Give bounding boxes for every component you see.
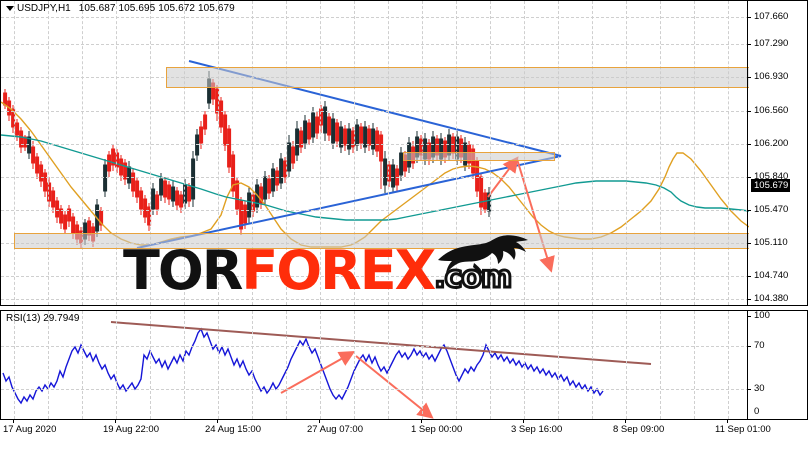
rsi-label: RSI(13) 29.7949 bbox=[6, 313, 80, 324]
rsi-header: RSI(13) 29.7949 bbox=[6, 313, 79, 324]
gridline-vertical bbox=[694, 1, 695, 305]
rsi-tick: 0 bbox=[754, 406, 760, 417]
forecast-arrow-up bbox=[487, 156, 519, 198]
price-tick: 105.470 bbox=[754, 204, 789, 215]
gridline-horizontal bbox=[1, 210, 749, 211]
apex-zone bbox=[403, 152, 555, 161]
gridline-vertical bbox=[388, 1, 389, 305]
gridline-vertical bbox=[184, 1, 185, 305]
price-tick: 105.110 bbox=[754, 237, 788, 248]
gridline-vertical bbox=[354, 1, 355, 305]
gridline-vertical bbox=[116, 1, 117, 305]
time-label: 8 Sep 09:00 bbox=[613, 424, 665, 435]
time-label: 27 Aug 07:00 bbox=[307, 424, 363, 435]
ohlc-values: 105.687 105.695 105.672 105.679 bbox=[78, 3, 235, 14]
gridline-vertical bbox=[82, 1, 83, 305]
time-axis: 17 Aug 2020 19 Aug 22:00 24 Aug 15:00 27… bbox=[0, 420, 808, 458]
symbol-label: USDJPY,H1 bbox=[17, 3, 71, 14]
gridline-horizontal bbox=[1, 144, 749, 145]
gridline-horizontal bbox=[1, 177, 749, 178]
time-label: 17 Aug 2020 bbox=[3, 424, 57, 435]
rsi-tick: 100 bbox=[754, 310, 770, 321]
gridline-horizontal bbox=[1, 17, 749, 18]
gridline-vertical bbox=[660, 1, 661, 305]
price-tick: 106.930 bbox=[754, 71, 789, 82]
rsi-forecast-arrow-down bbox=[355, 355, 434, 419]
time-label: 3 Sep 16:00 bbox=[511, 424, 563, 435]
time-label: 11 Sep 01:00 bbox=[715, 424, 771, 435]
rsi-level-70 bbox=[1, 346, 749, 347]
gridline-horizontal bbox=[1, 111, 749, 112]
gridline-vertical bbox=[626, 1, 627, 305]
gridline-vertical bbox=[150, 1, 151, 305]
rsi-plot-area: RSI(13) 29.7949 bbox=[1, 311, 749, 419]
rsi-forecast-arrows bbox=[280, 351, 434, 419]
rsi-tick: 70 bbox=[754, 340, 765, 351]
forecast-arrow-down bbox=[516, 158, 555, 273]
rsi-level-30 bbox=[1, 389, 749, 390]
gridline-vertical bbox=[48, 1, 49, 305]
rsi-trendline bbox=[110, 321, 652, 365]
supply-zone-upper bbox=[166, 67, 749, 88]
price-tick: 105.840 bbox=[754, 171, 789, 182]
price-panel: TORFOREX .com 107.660 107.290 106.930 10… bbox=[0, 0, 808, 306]
chart-header: USDJPY,H1 105.687 105.695 105.672 105.679 bbox=[6, 3, 235, 14]
gridline-vertical bbox=[218, 1, 219, 305]
price-tick: 104.740 bbox=[754, 270, 789, 281]
forecast-arrows bbox=[487, 156, 555, 273]
price-tick: 104.380 bbox=[754, 293, 789, 304]
gridline-horizontal bbox=[1, 276, 749, 277]
chevron-down-icon[interactable] bbox=[6, 5, 14, 11]
current-price-badge: 105.679 bbox=[751, 179, 791, 192]
gridline-vertical bbox=[558, 1, 559, 305]
gridline-horizontal bbox=[1, 44, 749, 45]
price-tick: 106.200 bbox=[754, 138, 789, 149]
price-tick: 107.660 bbox=[754, 11, 789, 22]
time-label: 19 Aug 22:00 bbox=[103, 424, 159, 435]
gridline-vertical bbox=[592, 1, 593, 305]
gridline-vertical bbox=[728, 1, 729, 305]
rsi-forecast-arrow-up bbox=[280, 351, 356, 394]
rsi-line bbox=[2, 327, 604, 405]
gridline-vertical bbox=[320, 1, 321, 305]
price-tick: 106.560 bbox=[754, 105, 789, 116]
rsi-panel: RSI(13) 29.7949 100 70 30 0 bbox=[0, 310, 808, 420]
ma-fast-line bbox=[1, 101, 749, 248]
time-label: 1 Sep 00:00 bbox=[411, 424, 463, 435]
price-plot-area: TORFOREX .com bbox=[1, 1, 749, 305]
rsi-axis: 100 70 30 0 bbox=[747, 311, 807, 419]
price-tick: 107.290 bbox=[754, 38, 789, 49]
rsi-tick: 30 bbox=[754, 383, 765, 394]
price-series-svg bbox=[1, 60, 749, 273]
gridline-vertical bbox=[286, 1, 287, 305]
time-label: 24 Aug 15:00 bbox=[205, 424, 261, 435]
gridline-vertical bbox=[252, 1, 253, 305]
rsi-series-svg bbox=[2, 321, 652, 419]
demand-zone-lower bbox=[14, 233, 749, 249]
gridline-vertical bbox=[14, 1, 15, 305]
gridline-horizontal bbox=[1, 299, 749, 300]
price-axis: 107.660 107.290 106.930 106.560 106.200 … bbox=[747, 1, 807, 305]
